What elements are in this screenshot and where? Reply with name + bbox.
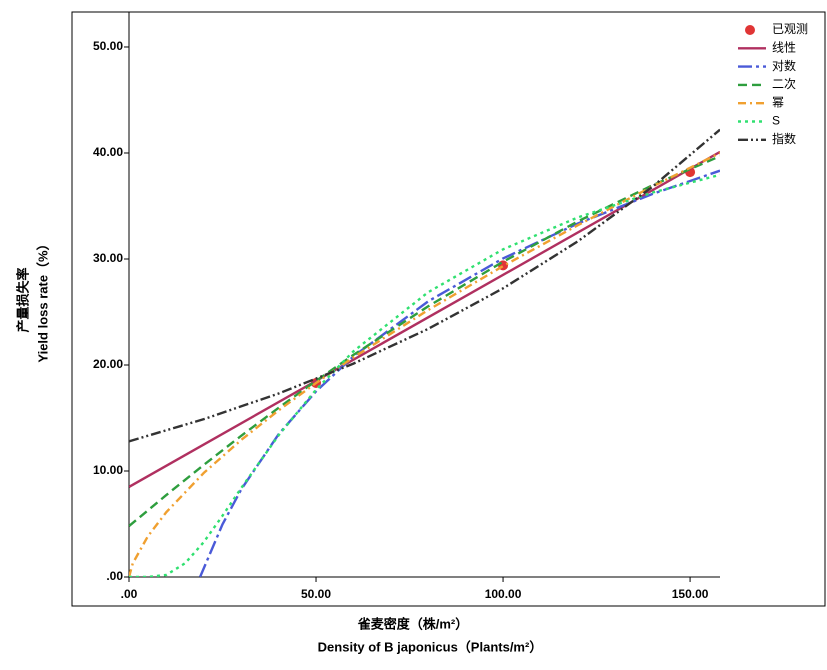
curve xyxy=(129,151,720,577)
legend-label: 二次 xyxy=(772,77,796,91)
y-tick-label: 30.00 xyxy=(93,251,123,265)
curve xyxy=(129,155,720,528)
x-axis-title-en: Density of B japonicus（Plants/m²） xyxy=(318,639,543,654)
frame xyxy=(71,11,826,607)
plot-area xyxy=(129,128,720,577)
curve xyxy=(129,150,720,488)
legend-label: S xyxy=(772,114,780,128)
x-axis-title: 雀麦密度（株/m²） xyxy=(357,616,469,631)
legend-label: 对数 xyxy=(772,58,796,73)
legend-label: 线性 xyxy=(772,40,796,54)
curve xyxy=(129,128,720,443)
curve xyxy=(129,173,720,577)
x-tick-label: 50.00 xyxy=(301,587,331,601)
y-tick-label: 40.00 xyxy=(93,145,123,159)
legend-label: 幂 xyxy=(772,95,784,109)
y-axis-title: 产量损失率 xyxy=(15,267,30,332)
y-axis-title-en: Yield loss rate（%） xyxy=(35,237,50,362)
y-tick-label: 50.00 xyxy=(93,39,123,53)
legend-label: 指数 xyxy=(772,131,796,146)
x-tick-label: 100.00 xyxy=(485,587,522,601)
y-tick-label: 10.00 xyxy=(93,463,123,477)
curve xyxy=(198,169,720,577)
y-tick-label: .00 xyxy=(106,569,123,583)
legend-marker xyxy=(745,25,755,35)
x-tick-label: .00 xyxy=(121,587,138,601)
x-tick-label: 150.00 xyxy=(672,587,709,601)
legend-label: 已观测 xyxy=(772,22,808,36)
y-tick-label: 20.00 xyxy=(93,357,123,371)
